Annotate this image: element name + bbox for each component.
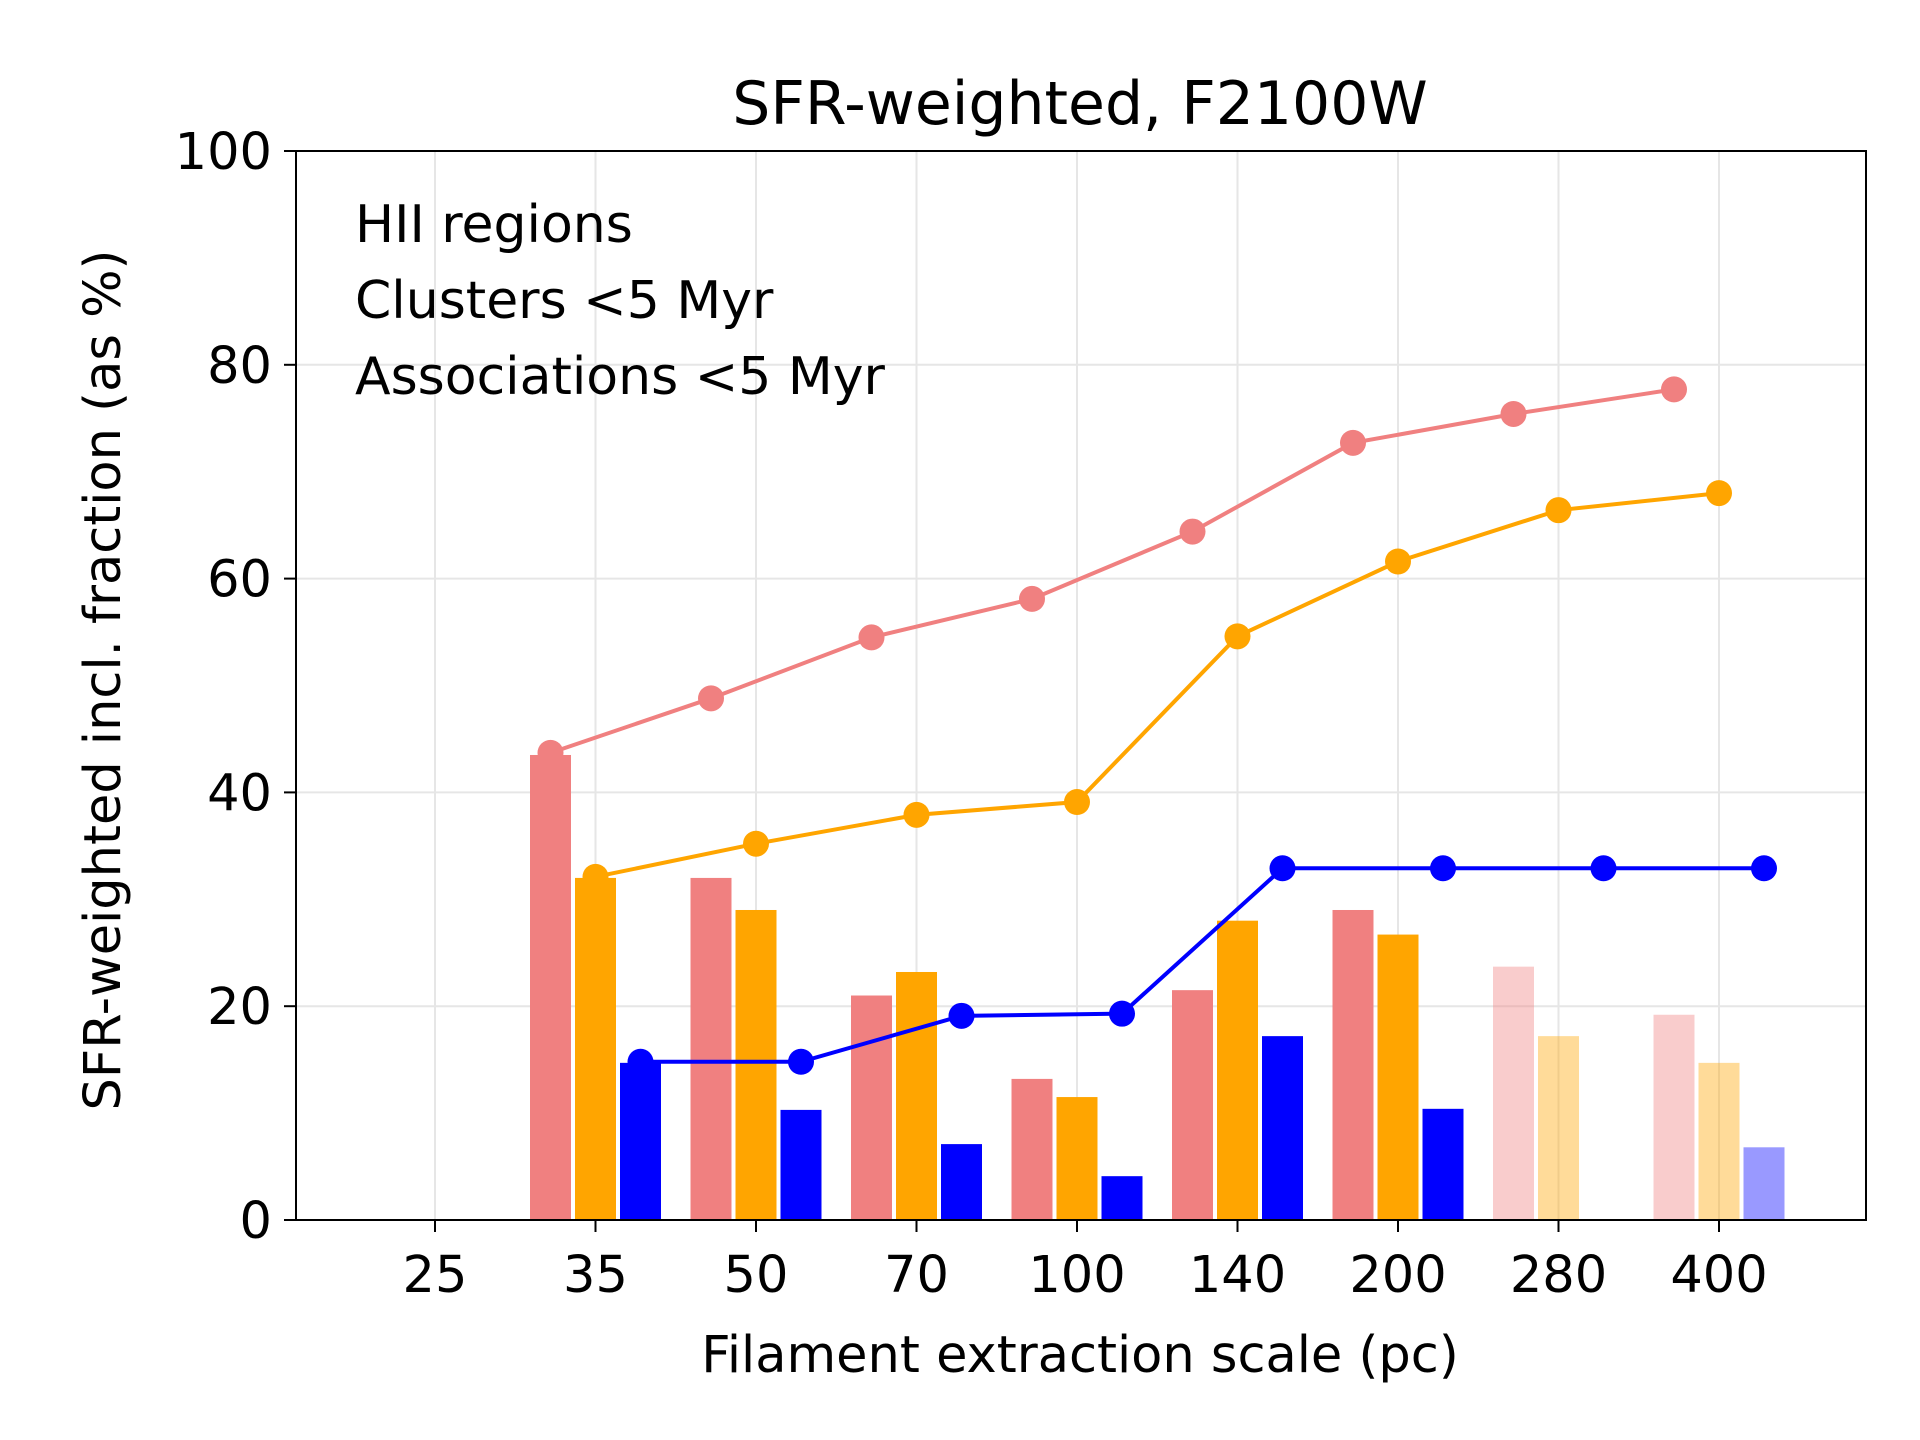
bar-hii xyxy=(1172,990,1213,1220)
x-tick-label: 140 xyxy=(1189,1246,1286,1305)
x-tick-label: 50 xyxy=(724,1246,789,1305)
y-tick-label: 0 xyxy=(240,1192,272,1251)
x-axis-label: Filament extraction scale (pc) xyxy=(701,1326,1458,1385)
legend-entry-associations: Associations <5 Myr xyxy=(355,347,886,407)
point-clusters xyxy=(903,801,930,828)
y-axis-label: SFR-weighted incl. fraction (as %) xyxy=(74,250,133,1111)
point-hii xyxy=(1340,429,1366,456)
chart-title: SFR-weighted, F2100W xyxy=(732,69,1427,139)
y-tick-label: 20 xyxy=(207,978,272,1037)
point-associations xyxy=(1751,855,1777,882)
x-tick-label: 280 xyxy=(1510,1246,1607,1305)
bar-clusters xyxy=(575,877,616,1220)
series-lines xyxy=(537,376,1777,1075)
x-tick-label: 200 xyxy=(1349,1246,1446,1305)
x-tick-label: 25 xyxy=(403,1246,468,1305)
bar-associations xyxy=(941,1144,982,1220)
bar-hii xyxy=(690,877,732,1220)
point-associations xyxy=(1109,1000,1135,1027)
bar-associations xyxy=(780,1109,822,1220)
bar-clusters xyxy=(1698,1062,1740,1220)
x-tick-label: 400 xyxy=(1670,1246,1767,1305)
x-tick-label: 70 xyxy=(884,1246,949,1305)
bars xyxy=(530,754,1785,1220)
series-line-hii xyxy=(549,387,1675,755)
point-hii xyxy=(1179,518,1206,545)
point-associations xyxy=(1269,855,1296,882)
point-hii xyxy=(1500,400,1527,427)
point-clusters xyxy=(1385,548,1411,575)
bar-hii xyxy=(1011,1078,1053,1220)
bar-associations xyxy=(1422,1108,1464,1220)
bar-clusters xyxy=(1377,934,1419,1220)
bar-clusters xyxy=(1538,1036,1579,1220)
x-tick-label: 35 xyxy=(563,1246,628,1305)
bar-associations xyxy=(1101,1176,1143,1220)
point-associations xyxy=(1430,855,1456,882)
point-hii xyxy=(1019,585,1045,612)
y-tick-label: 40 xyxy=(207,764,272,823)
bar-clusters xyxy=(1217,920,1258,1220)
y-tick-label: 80 xyxy=(207,337,272,396)
bar-hii xyxy=(1493,966,1534,1220)
bar-associations xyxy=(1262,1036,1303,1220)
bar-clusters xyxy=(735,909,777,1220)
point-hii xyxy=(698,685,724,712)
bar-associations xyxy=(1743,1147,1785,1220)
y-tick-label: 60 xyxy=(207,551,272,610)
point-hii xyxy=(537,739,564,766)
point-clusters xyxy=(1545,497,1572,524)
axis-ticks: 0 20 40 60 80 100 25 35 50 70 100 140 200 280 400 xyxy=(175,123,1768,1305)
bar-hii xyxy=(1332,909,1374,1220)
point-associations xyxy=(788,1048,814,1075)
bar-clusters xyxy=(896,971,937,1220)
point-clusters xyxy=(1706,480,1732,507)
plot-frame xyxy=(295,150,1867,1221)
point-clusters xyxy=(1224,623,1251,650)
bar-clusters xyxy=(1056,1097,1098,1220)
legend-entry-clusters: Clusters <5 Myr xyxy=(355,271,774,331)
y-tick-label: 100 xyxy=(175,123,272,182)
point-clusters xyxy=(743,830,769,857)
bar-associations xyxy=(620,1062,661,1220)
point-associations xyxy=(627,1048,654,1075)
bar-hii xyxy=(530,754,571,1220)
point-clusters xyxy=(1064,789,1090,816)
legend: HII regions Clusters <5 Myr Associations… xyxy=(355,195,886,407)
point-hii xyxy=(1661,376,1687,403)
series-line-clusters xyxy=(595,491,1720,879)
legend-entry-hii-regions: HII regions xyxy=(355,195,633,255)
bar-hii xyxy=(851,995,892,1220)
point-clusters xyxy=(582,863,609,890)
series-line-associations xyxy=(640,866,1764,1064)
x-tick-label: 100 xyxy=(1028,1246,1125,1305)
bar-hii xyxy=(1653,1014,1695,1220)
point-hii xyxy=(858,624,885,651)
point-associations xyxy=(1590,855,1617,882)
point-associations xyxy=(948,1002,975,1029)
